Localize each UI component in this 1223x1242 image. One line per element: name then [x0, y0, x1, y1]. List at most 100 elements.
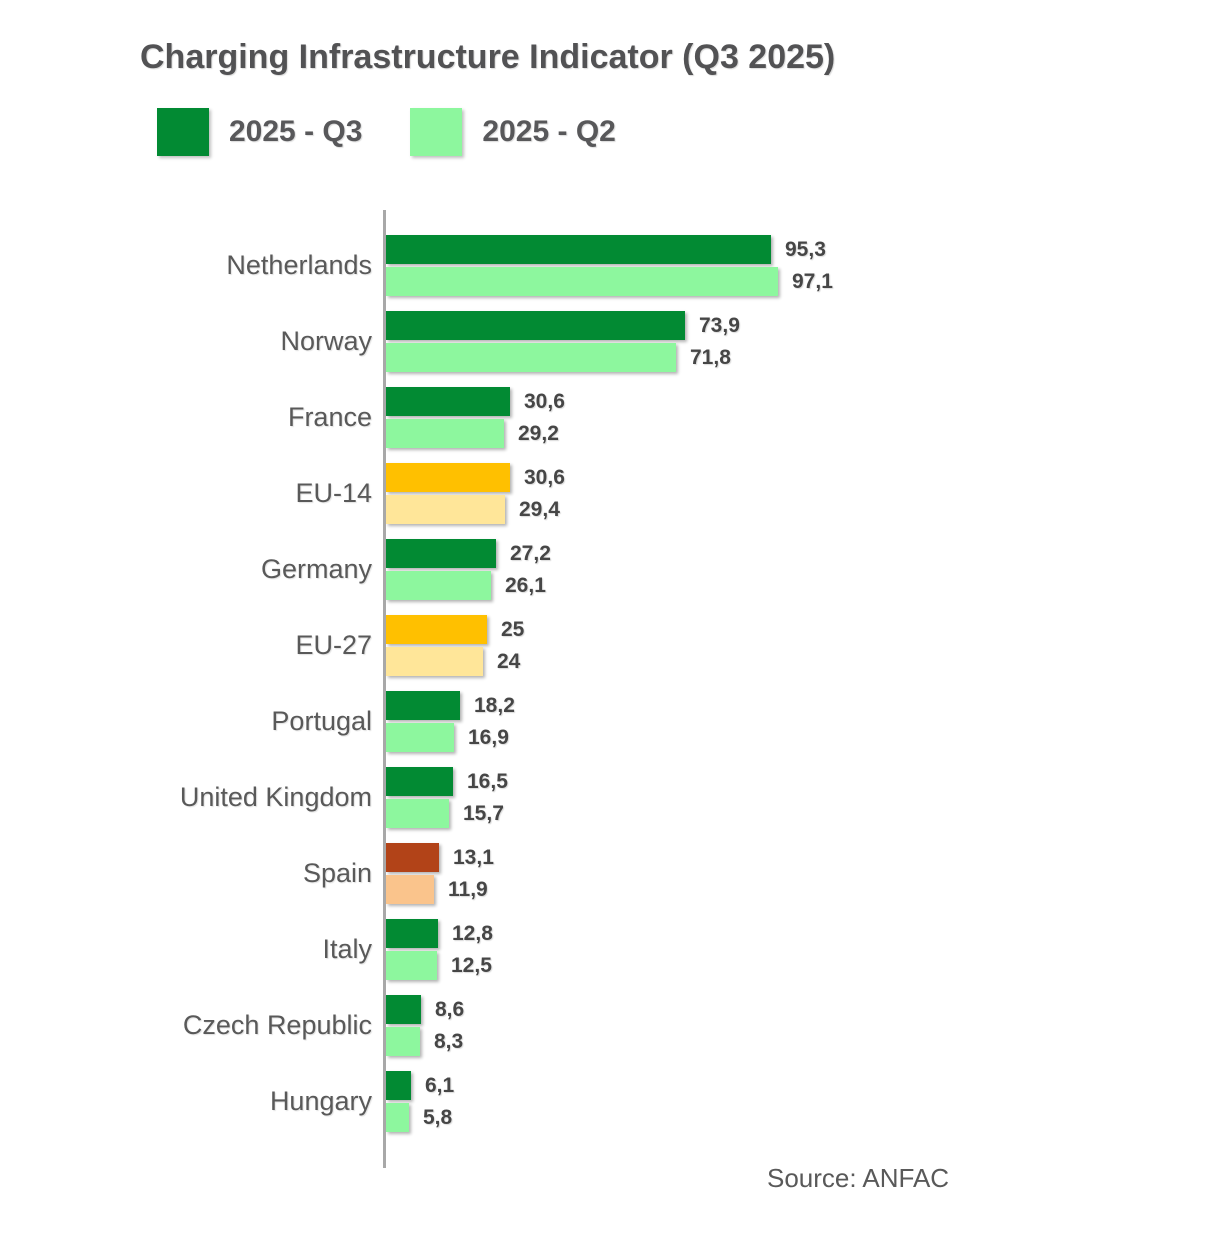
category-label: Norway — [280, 326, 372, 356]
bar-group: 95,3 97,1 — [386, 235, 833, 296]
category-label: Hungary — [269, 1086, 372, 1116]
bar-line-q2: 71,8 — [386, 343, 740, 372]
bar-q3 — [386, 1071, 411, 1100]
value-label-q2: 97,1 — [792, 269, 833, 293]
bar-line-q2: 24 — [386, 647, 524, 676]
value-label-q2: 15,7 — [463, 801, 504, 825]
bar-line-q2: 5,8 — [386, 1103, 454, 1132]
bar-group: 30,6 29,2 — [386, 387, 565, 448]
value-label-q3: 18,2 — [474, 693, 515, 717]
category-label: United Kingdom — [179, 782, 372, 812]
bar-line-q3: 6,1 — [386, 1071, 454, 1100]
value-label-q2: 29,2 — [518, 421, 559, 445]
chart-row: France 30,6 29,2 — [0, 387, 1223, 448]
chart-row: Hungary 6,1 5,8 — [0, 1071, 1223, 1132]
category-label: Netherlands — [226, 250, 372, 280]
value-label-q3: 13,1 — [453, 845, 494, 869]
value-label-q2: 71,8 — [690, 345, 731, 369]
chart-row: Spain 13,1 11,9 — [0, 843, 1223, 904]
chart-title: Charging Infrastructure Indicator (Q3 20… — [140, 38, 836, 76]
bar-group: 13,1 11,9 — [386, 843, 494, 904]
bar-q3 — [386, 691, 460, 720]
chart-row: EU-27 25 24 — [0, 615, 1223, 676]
chart-row: Portugal 18,2 16,9 — [0, 691, 1223, 752]
category-label: Czech Republic — [182, 1010, 372, 1040]
bar-line-q3: 30,6 — [386, 387, 565, 416]
value-label-q2: 11,9 — [448, 877, 488, 901]
value-label-q3: 8,6 — [435, 997, 465, 1021]
value-label-q3: 16,5 — [467, 769, 508, 793]
bar-q2 — [386, 419, 504, 448]
bar-line-q3: 30,6 — [386, 463, 565, 492]
category-label: EU-14 — [295, 478, 372, 508]
value-label-q2: 24 — [497, 649, 521, 673]
bar-group: 25 24 — [386, 615, 524, 676]
bar-line-q2: 29,2 — [386, 419, 565, 448]
bar-q2 — [386, 495, 505, 524]
value-label-q3: 12,8 — [452, 921, 493, 945]
bar-group: 12,8 12,5 — [386, 919, 493, 980]
legend-label-q3: 2025 - Q3 — [229, 115, 363, 148]
bar-line-q3: 73,9 — [386, 311, 740, 340]
value-label-q3: 30,6 — [524, 465, 565, 489]
bar-q3 — [386, 235, 771, 264]
category-label: EU-27 — [295, 630, 372, 660]
bar-q3 — [386, 843, 439, 872]
bar-line-q3: 8,6 — [386, 995, 464, 1024]
bar-q3 — [386, 767, 453, 796]
value-label-q2: 26,1 — [505, 573, 546, 597]
value-label-q3: 6,1 — [425, 1073, 455, 1097]
bar-q2 — [386, 343, 676, 372]
value-label-q3: 27,2 — [510, 541, 551, 565]
category-label: France — [287, 402, 372, 432]
chart-row: EU-14 30,6 29,4 — [0, 463, 1223, 524]
value-label-q2: 29,4 — [519, 497, 560, 521]
bar-group: 18,2 16,9 — [386, 691, 515, 752]
bar-q3 — [386, 387, 510, 416]
bar-line-q2: 8,3 — [386, 1027, 464, 1056]
source-note: Source: ANFAC — [767, 1163, 950, 1193]
bar-q3 — [386, 919, 438, 948]
bar-line-q3: 27,2 — [386, 539, 551, 568]
bar-line-q2: 12,5 — [386, 951, 493, 980]
category-label: Portugal — [271, 706, 372, 736]
bar-line-q3: 12,8 — [386, 919, 493, 948]
bar-line-q2: 29,4 — [386, 495, 565, 524]
bar-q2 — [386, 723, 454, 752]
bar-q3 — [386, 311, 685, 340]
bar-q2 — [386, 647, 483, 676]
bar-q2 — [386, 951, 437, 980]
bar-group: 73,9 71,8 — [386, 311, 740, 372]
legend-swatch-q3 — [157, 108, 209, 156]
bar-q3 — [386, 463, 510, 492]
bar-line-q3: 13,1 — [386, 843, 494, 872]
value-label-q2: 5,8 — [423, 1105, 453, 1129]
bar-q3 — [386, 995, 421, 1024]
bar-line-q3: 18,2 — [386, 691, 515, 720]
chart-row: Norway 73,9 71,8 — [0, 311, 1223, 372]
chart-row: United Kingdom 16,5 15,7 — [0, 767, 1223, 828]
value-label-q3: 30,6 — [524, 389, 565, 413]
bar-q2 — [386, 1027, 420, 1056]
bar-q2 — [386, 1103, 409, 1132]
bar-line-q2: 26,1 — [386, 571, 551, 600]
bar-group: 6,1 5,8 — [386, 1071, 454, 1132]
bar-q2 — [386, 799, 449, 828]
chart-row: Germany 27,2 26,1 — [0, 539, 1223, 600]
bar-line-q2: 97,1 — [386, 267, 833, 296]
value-label-q2: 16,9 — [468, 725, 509, 749]
value-label-q3: 25 — [501, 617, 525, 641]
category-label: Italy — [322, 934, 372, 964]
category-label: Spain — [302, 858, 372, 888]
bar-q2 — [386, 875, 434, 904]
value-label-q2: 8,3 — [434, 1029, 464, 1053]
bar-q2 — [386, 571, 491, 600]
bar-chart: Netherlands 95,3 97,1 Norway 73,9 71,8 France 3… — [0, 210, 1223, 1168]
chart-row: Netherlands 95,3 97,1 — [0, 235, 1223, 296]
bar-q3 — [386, 539, 496, 568]
bar-group: 16,5 15,7 — [386, 767, 508, 828]
value-label-q2: 12,5 — [451, 953, 492, 977]
bar-q3 — [386, 615, 487, 644]
bar-line-q2: 15,7 — [386, 799, 508, 828]
